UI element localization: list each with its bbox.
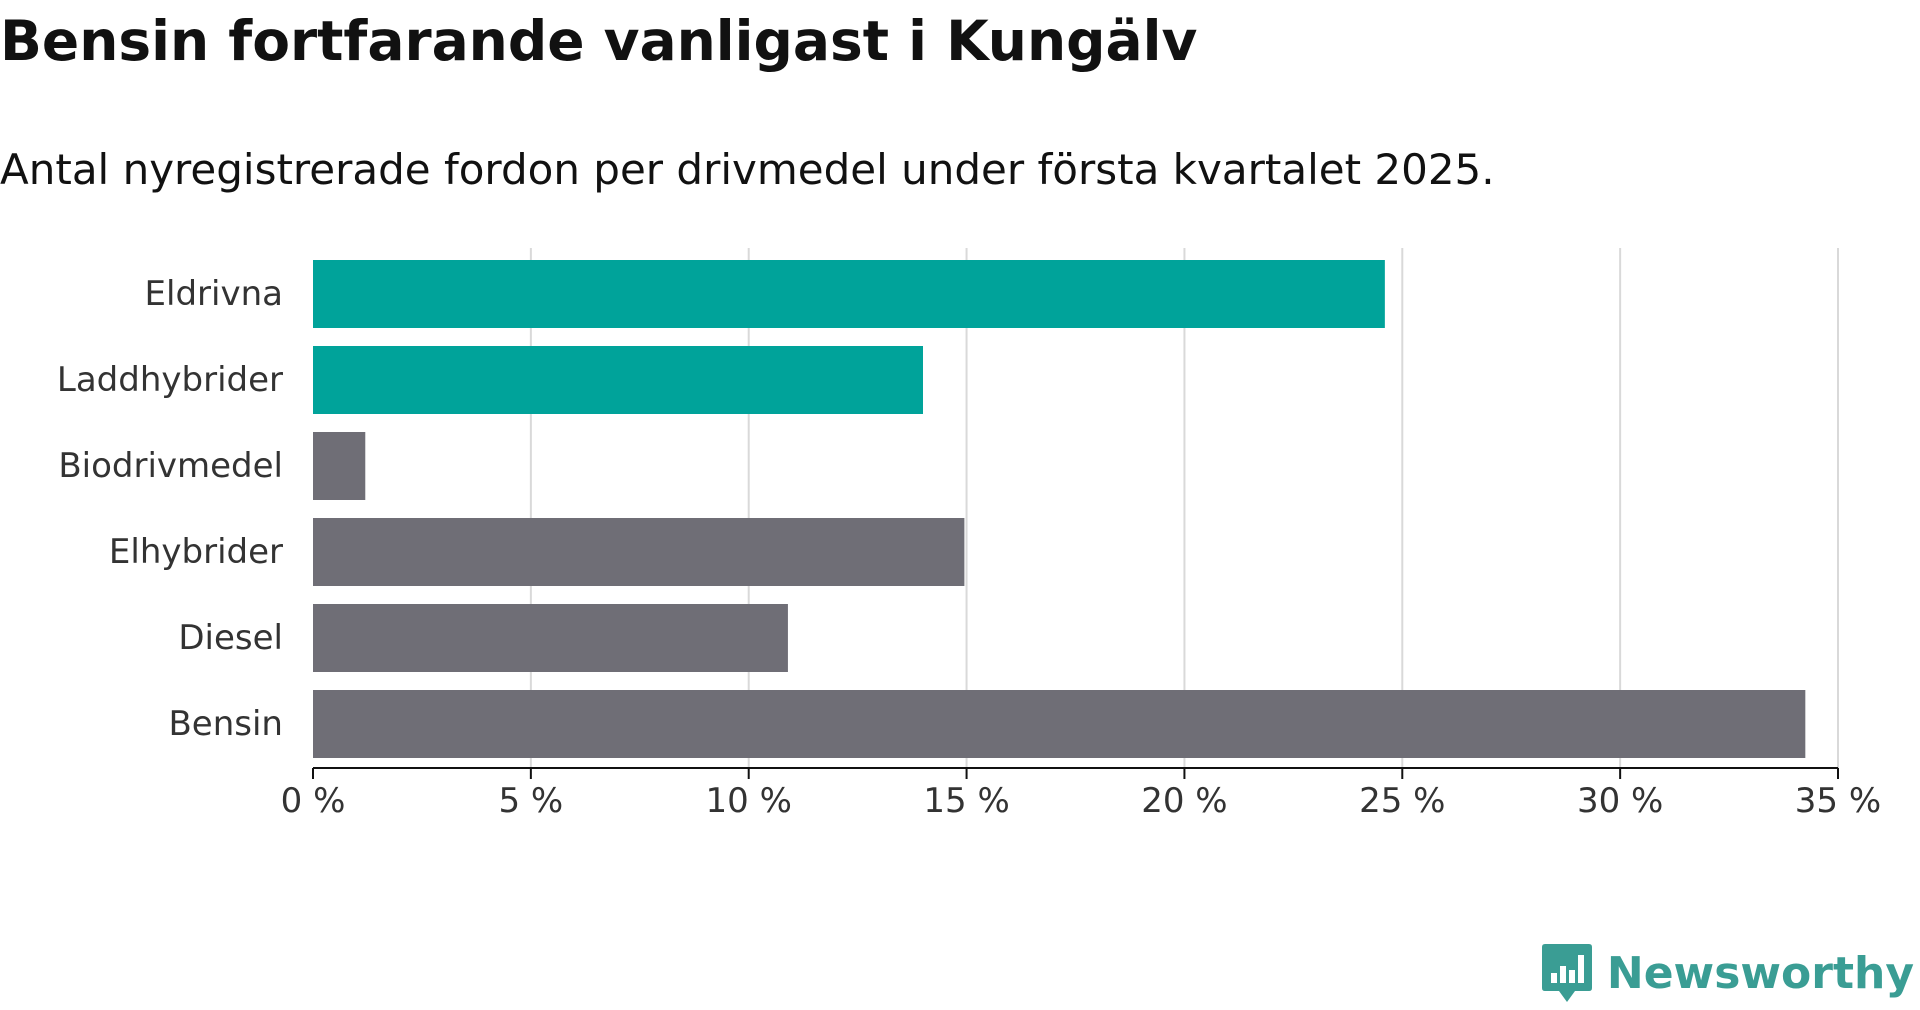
bar-bensin [313, 690, 1806, 758]
bars [313, 260, 1806, 758]
bar-diesel [313, 604, 788, 672]
newsworthy-brand: Newsworthy [1541, 936, 1914, 1010]
category-labels: Eldrivna Laddhybrider Biodrivmedel Elhybrid… [57, 274, 283, 744]
x-tick-label: 25 % [1359, 781, 1445, 821]
gridlines [529, 248, 1839, 768]
bar-elhybrider [313, 518, 965, 586]
chart-title: Bensin fortfarande vanligast i Kungälv [0, 9, 1198, 73]
x-tick-label: 30 % [1577, 781, 1663, 821]
category-label: Elhybrider [109, 532, 283, 572]
category-label: Biodrivmedel [58, 446, 283, 486]
x-tick-label: 20 % [1141, 781, 1227, 821]
chart-subtitle: Antal nyregistrerade fordon per drivmede… [0, 145, 1495, 194]
x-axis: 0 % 5 % 10 % 15 % 20 % 25 % 30 % 35 % [281, 767, 1881, 821]
bar-eldrivna [313, 260, 1385, 328]
bar-biodrivmedel [313, 432, 366, 500]
category-label: Bensin [168, 704, 283, 744]
category-label: Laddhybrider [57, 360, 283, 400]
category-label: Eldrivna [145, 274, 283, 314]
bar-laddhybrider [313, 346, 923, 414]
x-tick-label: 15 % [923, 781, 1009, 821]
brand-name: Newsworthy [1606, 947, 1914, 999]
category-label: Diesel [178, 618, 283, 658]
x-tick-label: 35 % [1795, 781, 1881, 821]
x-tick-label: 5 % [498, 781, 563, 821]
x-tick-label: 10 % [706, 781, 792, 821]
newsworthy-logo-icon [1541, 944, 1592, 1002]
x-tick-label: 0 % [281, 781, 346, 821]
